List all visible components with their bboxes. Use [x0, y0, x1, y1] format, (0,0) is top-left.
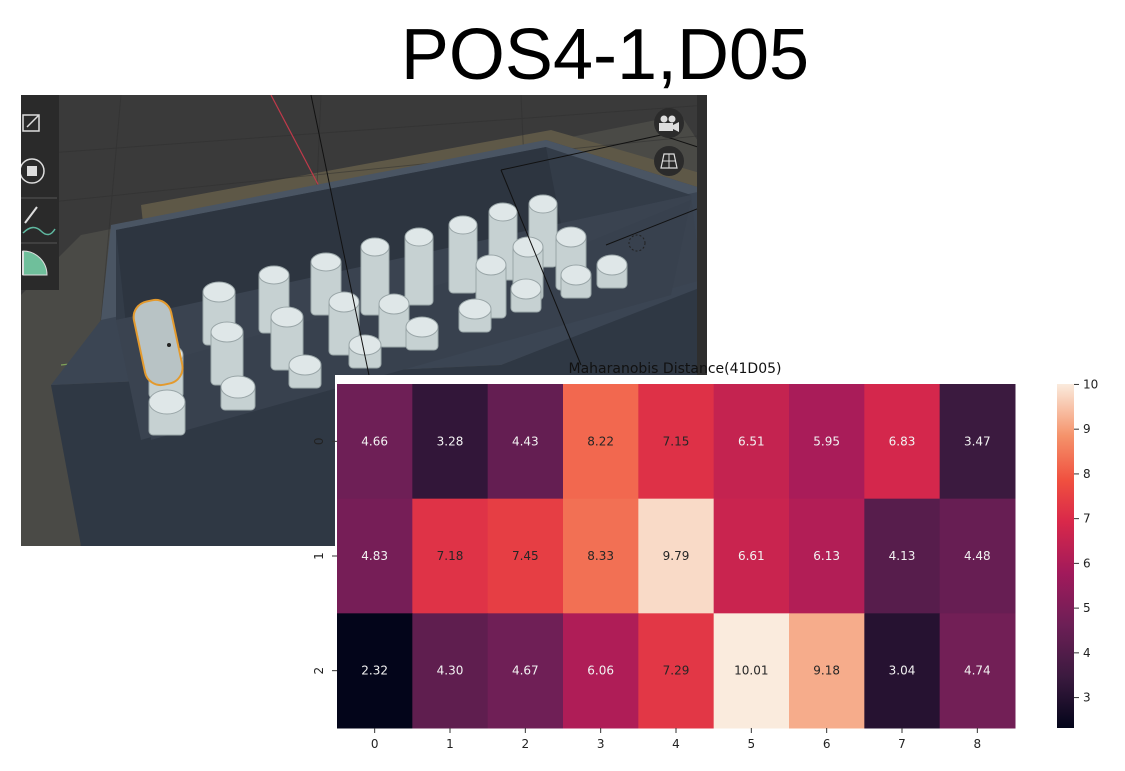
heatmap-cell	[864, 384, 941, 500]
heatmap-cell	[789, 613, 865, 729]
measure-icon[interactable]	[22, 250, 48, 276]
cell-value-label: 4.74	[964, 664, 991, 678]
colorbar-tick-label: 5	[1083, 601, 1091, 615]
heatmap-cell	[939, 384, 1016, 500]
slide-title: POS4-1,D05	[400, 15, 810, 95]
colorbar-tick-label: 8	[1083, 467, 1091, 481]
x-tick-label: 2	[522, 737, 530, 751]
heatmap-cell	[864, 498, 941, 614]
heatmap-cell	[487, 384, 564, 500]
cell-value-label: 7.29	[663, 664, 690, 678]
camera-icon[interactable]	[654, 108, 684, 138]
x-tick-label: 6	[823, 737, 831, 751]
cell-value-label: 8.22	[587, 434, 614, 448]
heatmap-cell	[563, 613, 639, 729]
cell-value-label: 6.83	[889, 434, 916, 448]
colorbar-tick-label: 9	[1083, 422, 1091, 436]
cell-value-label: 6.61	[738, 549, 765, 563]
heatmap-cell-labels: 4.66 3.28 4.43 8.22 7.15 6.51 5.95 6.83 3.47 4.83…	[361, 434, 990, 677]
heatmap-cell	[713, 498, 790, 614]
x-tick-label: 4	[672, 737, 680, 751]
y-tick-label: 1	[312, 552, 326, 560]
x-tick-label: 7	[898, 737, 906, 751]
heatmap-cell	[638, 498, 715, 614]
cell-value-label: 4.30	[437, 664, 464, 678]
heatmap-cell	[337, 384, 413, 500]
x-tick-label: 0	[371, 737, 379, 751]
3d-viewport[interactable]	[21, 95, 707, 546]
selected-cylinder	[132, 298, 184, 387]
heatmap-cells	[337, 384, 1016, 729]
heatmap-cell	[337, 498, 413, 614]
scale-icon[interactable]	[22, 114, 40, 132]
colorbar	[1057, 384, 1074, 728]
y-tick-label: 0	[312, 438, 326, 446]
cell-value-label: 4.13	[889, 549, 916, 563]
cell-value-label: 4.48	[964, 549, 991, 563]
heatmap-cell	[939, 498, 1016, 614]
colorbar-tick-label: 7	[1083, 512, 1091, 526]
heatmap-cell	[864, 613, 941, 729]
cell-value-label: 6.51	[738, 434, 765, 448]
viewport-scrollbar[interactable]	[697, 95, 707, 546]
cell-value-label: 9.79	[663, 549, 690, 563]
x-tick-label: 8	[974, 737, 982, 751]
annotate-icon[interactable]	[22, 206, 56, 236]
colorbar-tick-label: 4	[1083, 646, 1091, 660]
heatmap-cell	[412, 384, 489, 500]
y-axis-ticks: 0 1 2	[312, 438, 337, 675]
heatmap-cell	[789, 384, 865, 500]
colorbar-tick-label: 6	[1083, 556, 1091, 570]
cell-value-label: 5.95	[813, 434, 840, 448]
cell-value-label: 4.66	[361, 434, 388, 448]
grid-icon[interactable]	[654, 146, 684, 176]
viewport-scene	[21, 95, 707, 546]
colorbar-tick-label: 3	[1083, 691, 1091, 705]
cell-value-label: 7.18	[437, 549, 464, 563]
cell-value-label: 2.32	[361, 664, 388, 678]
cell-value-label: 3.47	[964, 434, 991, 448]
heatmap-cell	[939, 613, 1016, 729]
heatmap-cell	[563, 498, 639, 614]
x-tick-label: 3	[597, 737, 605, 751]
cell-value-label: 7.45	[512, 549, 539, 563]
x-tick-label: 1	[446, 737, 454, 751]
chart-title: Maharanobis Distance(41D05)	[568, 361, 782, 377]
colorbar-ticks: 10 9 8 7 6 5 4 3	[1074, 377, 1098, 705]
cell-value-label: 8.33	[587, 549, 614, 563]
heatmap-cell	[563, 384, 639, 500]
cell-value-label: 4.43	[512, 434, 539, 448]
x-tick-label: 5	[748, 737, 756, 751]
colorbar-tick-label: 10	[1083, 377, 1098, 391]
heatmap-cell	[713, 613, 790, 729]
cell-value-label: 4.67	[512, 664, 539, 678]
heatmap-cell	[638, 384, 715, 500]
cell-value-label: 10.01	[734, 664, 768, 678]
heatmap-cell	[638, 613, 715, 729]
heatmap-cell	[487, 498, 564, 614]
cell-value-label: 3.04	[889, 664, 916, 678]
transform-icon[interactable]	[21, 158, 45, 184]
cell-value-label: 3.28	[437, 434, 464, 448]
heatmap-cell	[713, 384, 790, 500]
heatmap-cell	[412, 613, 489, 729]
cell-value-label: 6.13	[813, 549, 840, 563]
cell-value-label: 7.15	[663, 434, 690, 448]
y-tick-label: 2	[312, 667, 326, 675]
heatmap-cell	[487, 613, 564, 729]
cylinders	[132, 194, 628, 436]
cell-value-label: 9.18	[813, 664, 840, 678]
cell-value-label: 6.06	[587, 664, 614, 678]
cell-value-label: 4.83	[361, 549, 388, 563]
heatmap-cell	[337, 613, 413, 729]
heatmap-cell	[789, 498, 865, 614]
heatmap-cell	[412, 498, 489, 614]
x-axis-ticks: 0 1 2 3 4 5 6 7 8	[371, 728, 981, 751]
